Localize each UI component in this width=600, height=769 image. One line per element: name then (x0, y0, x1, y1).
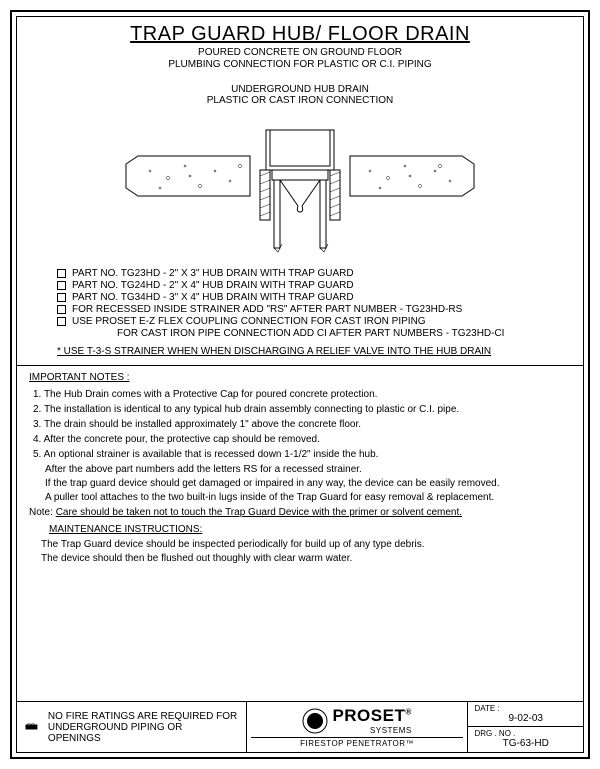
note-5: 5. An optional strainer is available tha… (29, 449, 571, 460)
header: TRAP GUARD HUB/ FLOOR DRAIN POURED CONCR… (17, 17, 583, 108)
note-care: Note: Care should be taken not to touch … (29, 507, 571, 518)
company-mark-icon (25, 718, 38, 736)
subtitle-1: POURED CONCRETE ON GROUND FLOOR (17, 47, 583, 58)
part-indent: FOR CAST IRON PIPE CONNECTION ADD CI AFT… (117, 328, 504, 339)
footer-left: NO FIRE RATINGS ARE REQUIRED FOR UNDERGR… (17, 702, 247, 752)
footer-right: DATE : 9-02-03 DRG . NO . TG-63-HD (468, 702, 583, 752)
checkbox-icon (57, 293, 66, 302)
parts-list: PART NO. TG23HD - 2" X 3" HUB DRAIN WITH… (17, 264, 583, 344)
subtitle-2: PLUMBING CONNECTION FOR PLASTIC OR C.I. … (17, 59, 583, 70)
note-3: 3. The drain should be installed approxi… (29, 419, 571, 430)
note-4: 4. After the concrete pour, the protecti… (29, 434, 571, 445)
inner-frame: TRAP GUARD HUB/ FLOOR DRAIN POURED CONCR… (16, 16, 584, 753)
hub-drain-diagram (120, 116, 480, 256)
proset-seal-icon (302, 708, 328, 734)
notes-section: IMPORTANT NOTES : 1. The Hub Drain comes… (17, 366, 583, 573)
checkbox-icon (57, 305, 66, 314)
note-sub-3: A puller tool attaches to the two built-… (45, 492, 571, 503)
title-block: NO FIRE RATINGS ARE REQUIRED FOR UNDERGR… (17, 701, 583, 752)
part-4: FOR RECESSED INSIDE STRAINER ADD "RS" AF… (72, 304, 462, 315)
maintenance-title: MAINTENANCE INSTRUCTIONS: (49, 524, 571, 535)
footer-center: PROSET® SYSTEMS FIRESTOP PENETRATOR™ (247, 702, 469, 752)
part-5: USE PROSET E-Z FLEX COUPLING CONNECTION … (72, 316, 426, 327)
proset-systems: SYSTEMS (332, 726, 411, 735)
checkbox-icon (57, 317, 66, 326)
proset-logo: PROSET® (332, 706, 411, 726)
part-1: PART NO. TG23HD - 2" X 3" HUB DRAIN WITH… (72, 268, 354, 279)
maint-1: The Trap Guard device should be inspecte… (41, 539, 571, 550)
fire-rating-text: NO FIRE RATINGS ARE REQUIRED FOR UNDERGR… (48, 711, 238, 744)
drawing-number-cell: DRG . NO . TG-63-HD (468, 727, 583, 751)
maint-2: The device should then be flushed out th… (41, 553, 571, 564)
part-3: PART NO. TG34HD - 3" X 4" HUB DRAIN WITH… (72, 292, 354, 303)
checkbox-icon (57, 269, 66, 278)
note-sub-2: If the trap guard device should get dama… (45, 478, 571, 489)
part-2: PART NO. TG24HD - 2" X 4" HUB DRAIN WITH… (72, 280, 354, 291)
checkbox-icon (57, 281, 66, 290)
star-note: * USE T-3-S STRAINER WHEN WHEN DISCHARGI… (17, 344, 583, 365)
date-cell: DATE : 9-02-03 (468, 702, 583, 727)
outer-frame: TRAP GUARD HUB/ FLOOR DRAIN POURED CONCR… (10, 10, 590, 759)
section-label-1: UNDERGROUND HUB DRAIN (17, 84, 583, 95)
proset-tagline: FIRESTOP PENETRATOR™ (251, 737, 464, 748)
drawing-title: TRAP GUARD HUB/ FLOOR DRAIN (17, 23, 583, 46)
note-1: 1. The Hub Drain comes with a Protective… (29, 389, 571, 400)
section-label-2: PLASTIC OR CAST IRON CONNECTION (17, 95, 583, 106)
notes-title: IMPORTANT NOTES : (29, 372, 571, 383)
note-sub-1: After the above part numbers add the let… (45, 464, 571, 475)
note-2: 2. The installation is identical to any … (29, 404, 571, 415)
